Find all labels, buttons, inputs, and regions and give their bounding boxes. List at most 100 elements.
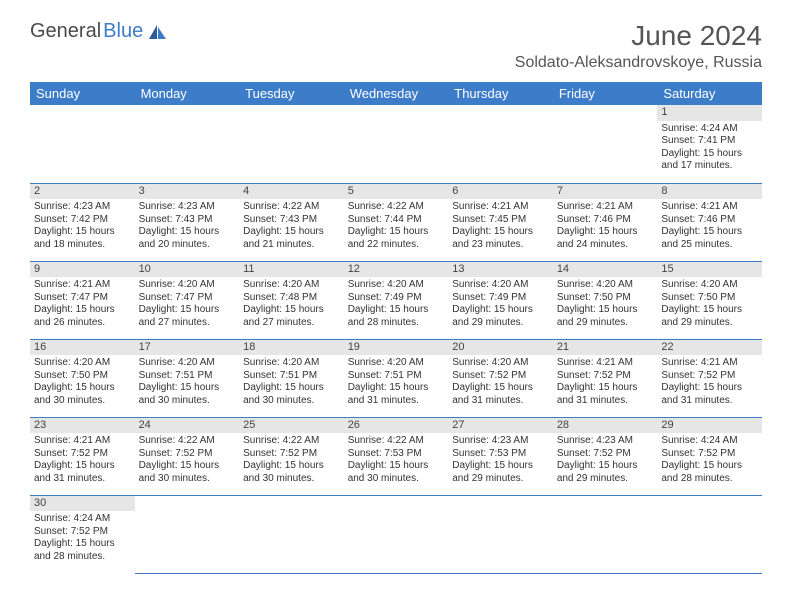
day-number: 4 <box>239 184 344 200</box>
daylight-text: and 21 minutes. <box>243 239 340 252</box>
calendar-cell: 30Sunrise: 4:24 AMSunset: 7:52 PMDayligh… <box>30 495 135 573</box>
day-details: Sunrise: 4:21 AMSunset: 7:45 PMDaylight:… <box>448 199 553 255</box>
sunset-text: Sunset: 7:52 PM <box>661 448 758 461</box>
daylight-text: and 28 minutes. <box>348 317 445 330</box>
day-details: Sunrise: 4:24 AMSunset: 7:52 PMDaylight:… <box>30 511 135 567</box>
day-header-row: Sunday Monday Tuesday Wednesday Thursday… <box>30 82 762 105</box>
day-number: 3 <box>135 184 240 200</box>
calendar-cell <box>344 495 449 573</box>
sunrise-text: Sunrise: 4:24 AM <box>661 435 758 448</box>
daylight-text: Daylight: 15 hours <box>34 460 131 473</box>
day-number: 2 <box>30 184 135 200</box>
calendar-cell <box>30 105 135 183</box>
calendar-cell <box>553 105 658 183</box>
calendar-cell: 23Sunrise: 4:21 AMSunset: 7:52 PMDayligh… <box>30 417 135 495</box>
sunrise-text: Sunrise: 4:20 AM <box>348 279 445 292</box>
sunrise-text: Sunrise: 4:23 AM <box>34 201 131 214</box>
sunrise-text: Sunrise: 4:21 AM <box>34 279 131 292</box>
sunrise-text: Sunrise: 4:23 AM <box>557 435 654 448</box>
daylight-text: and 29 minutes. <box>557 473 654 486</box>
sunrise-text: Sunrise: 4:20 AM <box>243 279 340 292</box>
daylight-text: Daylight: 15 hours <box>139 460 236 473</box>
daylight-text: Daylight: 15 hours <box>557 460 654 473</box>
calendar-cell: 7Sunrise: 4:21 AMSunset: 7:46 PMDaylight… <box>553 183 658 261</box>
calendar-cell <box>657 495 762 573</box>
day-details: Sunrise: 4:20 AMSunset: 7:48 PMDaylight:… <box>239 277 344 333</box>
sunset-text: Sunset: 7:50 PM <box>34 370 131 383</box>
daylight-text: Daylight: 15 hours <box>557 304 654 317</box>
daylight-text: Daylight: 15 hours <box>243 304 340 317</box>
calendar-cell <box>448 105 553 183</box>
day-details: Sunrise: 4:22 AMSunset: 7:53 PMDaylight:… <box>344 433 449 489</box>
day-details: Sunrise: 4:22 AMSunset: 7:43 PMDaylight:… <box>239 199 344 255</box>
sunset-text: Sunset: 7:43 PM <box>139 214 236 227</box>
sunset-text: Sunset: 7:44 PM <box>348 214 445 227</box>
day-details: Sunrise: 4:20 AMSunset: 7:50 PMDaylight:… <box>30 355 135 411</box>
calendar-cell <box>448 495 553 573</box>
day-details: Sunrise: 4:21 AMSunset: 7:52 PMDaylight:… <box>30 433 135 489</box>
sunset-text: Sunset: 7:51 PM <box>139 370 236 383</box>
calendar-week-row: 30Sunrise: 4:24 AMSunset: 7:52 PMDayligh… <box>30 495 762 573</box>
day-number: 29 <box>657 418 762 434</box>
day-number: 19 <box>344 340 449 356</box>
daylight-text: and 25 minutes. <box>661 239 758 252</box>
sunrise-text: Sunrise: 4:23 AM <box>139 201 236 214</box>
calendar-cell: 2Sunrise: 4:23 AMSunset: 7:42 PMDaylight… <box>30 183 135 261</box>
sunset-text: Sunset: 7:51 PM <box>348 370 445 383</box>
sunset-text: Sunset: 7:52 PM <box>452 370 549 383</box>
day-number: 6 <box>448 184 553 200</box>
logo-text-part1: General <box>30 20 101 43</box>
calendar-cell: 4Sunrise: 4:22 AMSunset: 7:43 PMDaylight… <box>239 183 344 261</box>
daylight-text: and 29 minutes. <box>452 317 549 330</box>
calendar-cell: 25Sunrise: 4:22 AMSunset: 7:52 PMDayligh… <box>239 417 344 495</box>
calendar-cell <box>239 105 344 183</box>
sunrise-text: Sunrise: 4:22 AM <box>348 201 445 214</box>
sunset-text: Sunset: 7:45 PM <box>452 214 549 227</box>
calendar-cell: 27Sunrise: 4:23 AMSunset: 7:53 PMDayligh… <box>448 417 553 495</box>
daylight-text: Daylight: 15 hours <box>661 460 758 473</box>
sunset-text: Sunset: 7:49 PM <box>348 292 445 305</box>
day-header: Saturday <box>657 82 762 105</box>
day-number: 26 <box>344 418 449 434</box>
daylight-text: Daylight: 15 hours <box>34 226 131 239</box>
day-details: Sunrise: 4:21 AMSunset: 7:52 PMDaylight:… <box>553 355 658 411</box>
sunrise-text: Sunrise: 4:21 AM <box>557 357 654 370</box>
day-header: Tuesday <box>239 82 344 105</box>
day-number: 28 <box>553 418 658 434</box>
day-header: Thursday <box>448 82 553 105</box>
day-details: Sunrise: 4:22 AMSunset: 7:44 PMDaylight:… <box>344 199 449 255</box>
daylight-text: Daylight: 15 hours <box>243 226 340 239</box>
calendar-cell: 14Sunrise: 4:20 AMSunset: 7:50 PMDayligh… <box>553 261 658 339</box>
sunrise-text: Sunrise: 4:21 AM <box>557 201 654 214</box>
calendar-cell: 3Sunrise: 4:23 AMSunset: 7:43 PMDaylight… <box>135 183 240 261</box>
header: General Blue June 2024 Soldato-Aleksandr… <box>30 20 762 72</box>
daylight-text: Daylight: 15 hours <box>661 304 758 317</box>
day-number: 20 <box>448 340 553 356</box>
daylight-text: Daylight: 15 hours <box>661 148 758 161</box>
location: Soldato-Aleksandrovskoye, Russia <box>515 54 762 72</box>
calendar-cell: 20Sunrise: 4:20 AMSunset: 7:52 PMDayligh… <box>448 339 553 417</box>
calendar-cell <box>135 495 240 573</box>
day-details: Sunrise: 4:22 AMSunset: 7:52 PMDaylight:… <box>135 433 240 489</box>
calendar-cell: 6Sunrise: 4:21 AMSunset: 7:45 PMDaylight… <box>448 183 553 261</box>
day-number: 12 <box>344 262 449 278</box>
calendar-cell: 16Sunrise: 4:20 AMSunset: 7:50 PMDayligh… <box>30 339 135 417</box>
day-details: Sunrise: 4:23 AMSunset: 7:53 PMDaylight:… <box>448 433 553 489</box>
sunset-text: Sunset: 7:52 PM <box>557 448 654 461</box>
day-details: Sunrise: 4:24 AMSunset: 7:41 PMDaylight:… <box>657 121 762 177</box>
calendar-cell: 19Sunrise: 4:20 AMSunset: 7:51 PMDayligh… <box>344 339 449 417</box>
sunrise-text: Sunrise: 4:24 AM <box>34 513 131 526</box>
sunset-text: Sunset: 7:52 PM <box>557 370 654 383</box>
sunrise-text: Sunrise: 4:23 AM <box>452 435 549 448</box>
daylight-text: and 30 minutes. <box>139 395 236 408</box>
sunrise-text: Sunrise: 4:21 AM <box>661 201 758 214</box>
calendar-cell: 13Sunrise: 4:20 AMSunset: 7:49 PMDayligh… <box>448 261 553 339</box>
day-number: 23 <box>30 418 135 434</box>
day-number: 11 <box>239 262 344 278</box>
day-details: Sunrise: 4:20 AMSunset: 7:50 PMDaylight:… <box>657 277 762 333</box>
daylight-text: Daylight: 15 hours <box>452 382 549 395</box>
day-details: Sunrise: 4:20 AMSunset: 7:49 PMDaylight:… <box>344 277 449 333</box>
day-details: Sunrise: 4:20 AMSunset: 7:50 PMDaylight:… <box>553 277 658 333</box>
day-number: 1 <box>657 105 762 121</box>
day-header: Friday <box>553 82 658 105</box>
